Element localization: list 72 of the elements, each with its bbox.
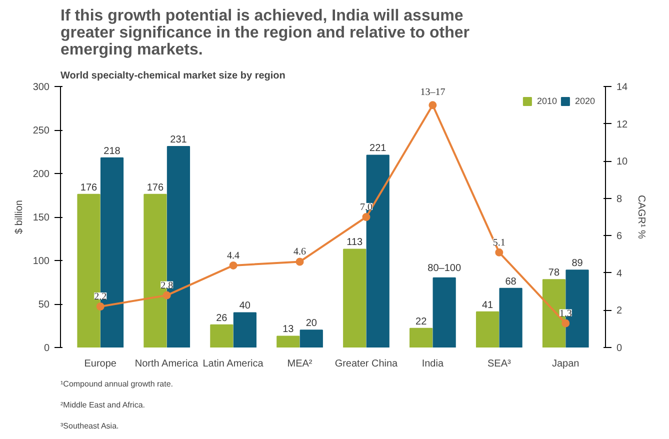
- bar: [276, 336, 300, 348]
- bar: [233, 312, 256, 348]
- y-axis-title: $ billion: [14, 200, 25, 234]
- bar: [476, 311, 500, 348]
- x-tick-label: MEA²: [287, 358, 313, 370]
- y2-tick-label: 6: [616, 231, 622, 242]
- data-label: 218: [104, 146, 121, 157]
- data-label: 68: [505, 276, 517, 288]
- point: [562, 319, 570, 328]
- chart-title: If this growth potential is achieved, India will assume greater significance in the region and relative to other emerging markets.: [60, 8, 470, 58]
- x-tick-label: Japan: [552, 358, 580, 370]
- y2-tick-label: 2: [616, 306, 622, 317]
- y2-tick-label: 8: [616, 194, 622, 205]
- x-tick-label: India: [422, 358, 444, 370]
- point: [495, 248, 504, 256]
- data-label: 40: [239, 300, 251, 312]
- data-label: 4.6: [294, 246, 306, 258]
- data-label: 13: [282, 324, 294, 336]
- legend-label: 2010: [536, 96, 557, 106]
- data-label: 176: [146, 182, 164, 194]
- data-label: 26: [216, 312, 228, 324]
- point: [428, 101, 437, 110]
- x-tick-label: Latin America: [202, 358, 264, 370]
- data-label: 20: [306, 318, 318, 330]
- bar: [432, 277, 456, 348]
- point: [162, 291, 171, 300]
- data-label: 113: [346, 237, 364, 248]
- data-label: 4.4: [227, 250, 240, 262]
- data-label: 7.0: [360, 202, 372, 213]
- point: [96, 302, 104, 310]
- text: ³Southeast Asia.: [60, 422, 119, 430]
- data-label: 221: [370, 143, 387, 154]
- data-label: 2.8: [160, 280, 174, 292]
- y-tick-label: 100: [32, 256, 50, 267]
- x-tick-label: SEA³: [487, 358, 512, 370]
- chart-subtitle: World specialty-chemical market size by region: [60, 70, 286, 82]
- point: [362, 213, 370, 221]
- data-label: 89: [572, 258, 584, 270]
- y2-tick-label: 12: [616, 119, 628, 130]
- bar: [499, 288, 522, 348]
- point: [229, 261, 238, 270]
- x-tick-label: North America: [134, 358, 199, 370]
- y-tick-label: 250: [32, 126, 50, 136]
- data-label: 13–17: [420, 87, 446, 98]
- data-label: 22: [416, 316, 428, 328]
- data-label: 231: [170, 134, 188, 146]
- text: ²Middle East and Africa.: [60, 400, 145, 410]
- data-label: 41: [482, 300, 494, 311]
- bar: [300, 330, 323, 348]
- data-label: 5.1: [492, 237, 506, 248]
- y-tick-label: 50: [38, 300, 50, 310]
- data-label: 80–100: [428, 262, 462, 274]
- y2-axis-title: CAGR¹ %: [636, 195, 647, 240]
- x-tick-label: Greater China: [334, 358, 398, 370]
- y-tick-label: 0: [44, 343, 50, 354]
- legend-label: 2020: [574, 96, 595, 106]
- y2-tick-label: 14: [616, 82, 628, 93]
- bar: [410, 328, 433, 348]
- y2-tick-label: 4: [616, 268, 622, 280]
- bar: [343, 248, 366, 348]
- data-label: 78: [548, 268, 560, 279]
- bar: [210, 324, 234, 348]
- data-label: 1.3: [559, 308, 572, 320]
- text: ¹Compound annual growth rate.: [60, 380, 174, 388]
- y-tick-label: 200: [32, 169, 50, 180]
- point: [296, 258, 304, 266]
- y-tick-label: 150: [32, 212, 50, 224]
- data-label: 176: [80, 182, 98, 194]
- y2-tick-label: 0: [616, 343, 622, 354]
- y2-tick-label: 10: [616, 156, 628, 168]
- x-tick-label: Europe: [84, 358, 117, 370]
- y-tick-label: 300: [32, 82, 50, 93]
